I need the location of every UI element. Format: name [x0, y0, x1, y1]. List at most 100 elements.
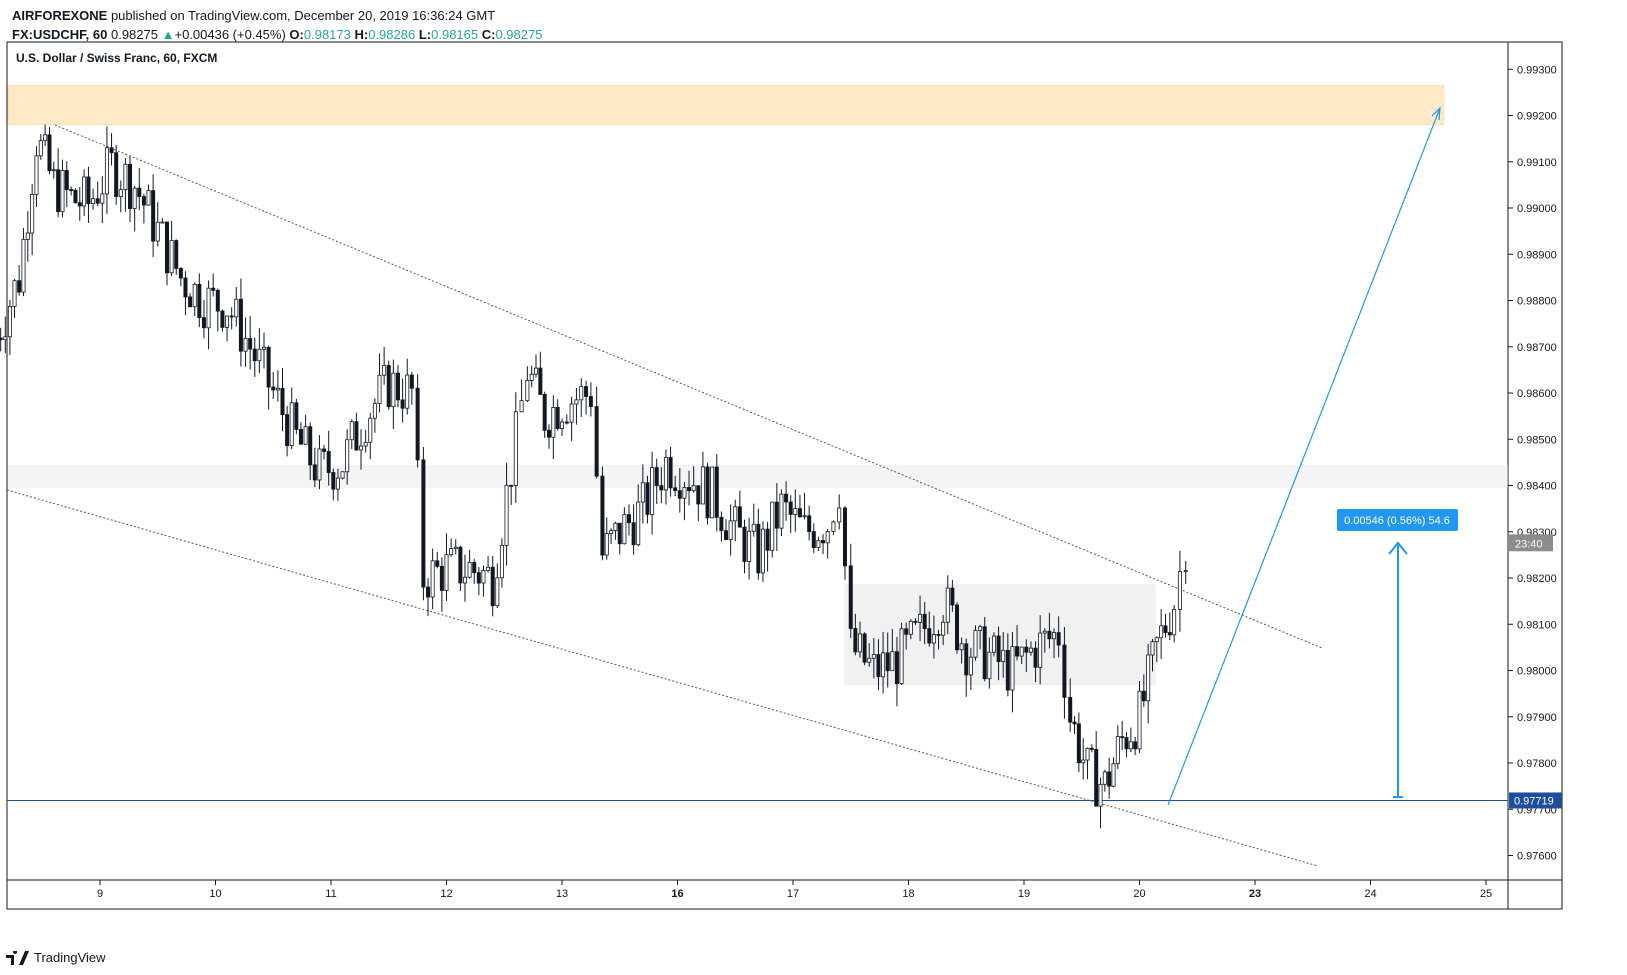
candle[interactable]: [444, 533, 449, 601]
candle[interactable]: [941, 615, 946, 646]
candle[interactable]: [622, 507, 627, 545]
candle[interactable]: [807, 505, 812, 541]
candle[interactable]: [682, 481, 687, 521]
candle[interactable]: [317, 435, 322, 490]
candle[interactable]: [700, 451, 705, 505]
candle[interactable]: [1024, 639, 1029, 673]
candle[interactable]: [547, 424, 552, 449]
resistance-zone[interactable]: [7, 85, 1445, 125]
candle[interactable]: [1042, 628, 1047, 653]
candle[interactable]: [853, 613, 858, 656]
candle[interactable]: [308, 422, 313, 481]
candle[interactable]: [542, 391, 547, 438]
candle[interactable]: [382, 346, 387, 385]
candle[interactable]: [876, 639, 881, 691]
candle[interactable]: [25, 211, 30, 262]
candle[interactable]: [1038, 615, 1043, 685]
candle[interactable]: [1107, 757, 1112, 799]
candle[interactable]: [751, 503, 756, 537]
candle[interactable]: [326, 430, 331, 486]
candle[interactable]: [409, 371, 414, 405]
candle[interactable]: [405, 358, 410, 415]
candle[interactable]: [654, 458, 659, 504]
candle[interactable]: [945, 575, 950, 635]
candle[interactable]: [201, 300, 206, 339]
candle[interactable]: [73, 188, 78, 204]
candle[interactable]: [1076, 712, 1081, 773]
candle[interactable]: [908, 619, 913, 640]
candle[interactable]: [169, 221, 174, 277]
candle[interactable]: [30, 184, 35, 256]
candle[interactable]: [504, 463, 509, 566]
candle[interactable]: [837, 494, 842, 530]
candle[interactable]: [415, 374, 420, 468]
candle[interactable]: [894, 636, 899, 707]
candle[interactable]: [312, 447, 317, 488]
candle[interactable]: [141, 193, 146, 224]
candle[interactable]: [617, 522, 622, 555]
candle[interactable]: [499, 538, 504, 588]
candle[interactable]: [197, 273, 202, 328]
candle[interactable]: [266, 345, 271, 410]
candle[interactable]: [513, 392, 518, 503]
candle[interactable]: [1172, 604, 1177, 643]
candle[interactable]: [1128, 727, 1133, 753]
candle[interactable]: [439, 557, 444, 612]
candle[interactable]: [430, 548, 435, 610]
candle[interactable]: [114, 145, 119, 205]
candle[interactable]: [354, 412, 359, 451]
candle[interactable]: [959, 637, 964, 664]
candle[interactable]: [1146, 643, 1151, 724]
candle[interactable]: [885, 632, 890, 688]
candle[interactable]: [151, 174, 156, 258]
candle[interactable]: [673, 475, 678, 497]
brand-name[interactable]: TradingView: [34, 950, 106, 965]
candle[interactable]: [368, 412, 373, 460]
candle[interactable]: [86, 166, 91, 223]
candle[interactable]: [604, 517, 609, 560]
candle[interactable]: [322, 444, 327, 460]
candle[interactable]: [146, 184, 151, 206]
author-name[interactable]: AIRFOREXONE: [12, 8, 108, 23]
candle[interactable]: [871, 637, 876, 679]
candle[interactable]: [631, 504, 636, 555]
candle[interactable]: [742, 519, 747, 574]
candle[interactable]: [857, 621, 862, 658]
candle[interactable]: [12, 278, 17, 318]
candle[interactable]: [95, 181, 100, 207]
candle[interactable]: [377, 353, 382, 413]
candle[interactable]: [1033, 641, 1038, 683]
candle[interactable]: [160, 218, 165, 224]
candle[interactable]: [584, 380, 589, 415]
candle[interactable]: [1124, 731, 1129, 758]
candle[interactable]: [243, 317, 248, 367]
candle[interactable]: [1154, 636, 1159, 663]
candle[interactable]: [109, 132, 114, 166]
candle[interactable]: [774, 482, 779, 551]
candle[interactable]: [467, 549, 472, 579]
candle[interactable]: [64, 161, 69, 208]
candle[interactable]: [569, 396, 574, 442]
candle[interactable]: [881, 631, 886, 694]
candle[interactable]: [770, 501, 775, 558]
candle[interactable]: [47, 127, 52, 175]
candle[interactable]: [252, 337, 257, 377]
candle[interactable]: [519, 379, 524, 413]
candle[interactable]: [294, 398, 299, 435]
candle[interactable]: [345, 429, 350, 485]
candle[interactable]: [737, 490, 742, 528]
candle[interactable]: [1047, 612, 1052, 649]
candle[interactable]: [560, 418, 565, 437]
candle[interactable]: [1081, 738, 1086, 780]
candle[interactable]: [43, 124, 48, 147]
candle[interactable]: [220, 309, 225, 332]
candle[interactable]: [579, 378, 584, 417]
candle[interactable]: [340, 471, 345, 480]
candle[interactable]: [1072, 716, 1077, 735]
candle[interactable]: [991, 632, 996, 657]
candle[interactable]: [178, 266, 183, 287]
candle[interactable]: [372, 398, 377, 433]
candle[interactable]: [257, 328, 262, 374]
candle[interactable]: [1028, 641, 1033, 656]
